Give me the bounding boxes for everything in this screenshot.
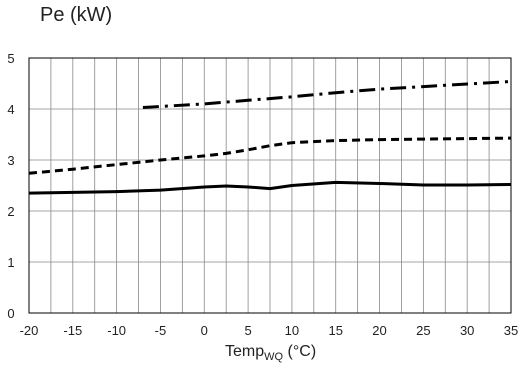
y-tick-label: 0	[7, 306, 14, 321]
x-axis-label-main: Temp	[225, 343, 265, 360]
x-tick-label: -10	[107, 323, 126, 338]
chart-title: Pe (kW)	[40, 4, 113, 26]
series-line-dashed	[28, 136, 512, 175]
series-lines	[28, 80, 512, 195]
y-tick-label: 3	[7, 153, 14, 168]
series-line-solid	[28, 180, 512, 195]
x-axis-label-unit: (°C)	[287, 343, 317, 360]
y-tick-label: 2	[7, 204, 14, 219]
x-tick-label: 20	[372, 323, 386, 338]
y-tick-label: 1	[7, 255, 14, 270]
x-tick-label: 35	[504, 323, 518, 338]
x-tick-label: 5	[244, 323, 251, 338]
x-tick-label: 10	[285, 323, 299, 338]
x-tick-label: -20	[20, 323, 39, 338]
y-tick-label: 5	[7, 51, 14, 66]
x-tick-label: 25	[416, 323, 430, 338]
x-tick-label: 15	[328, 323, 342, 338]
x-tick-label: -5	[155, 323, 167, 338]
x-tick-label: 30	[460, 323, 474, 338]
x-tick-label: -15	[63, 323, 82, 338]
x-tick-label: 0	[201, 323, 208, 338]
series-line-dashdot	[142, 80, 512, 109]
tick-labels: 0 1 2 3 4 5 -20 -15 -10 -5 0 5 10 15 20 25 30 35	[7, 51, 518, 338]
x-axis-label: TempWQ (°C)	[225, 343, 316, 363]
x-axis-label-subscript: WQ	[264, 351, 284, 364]
y-tick-label: 4	[7, 102, 14, 117]
